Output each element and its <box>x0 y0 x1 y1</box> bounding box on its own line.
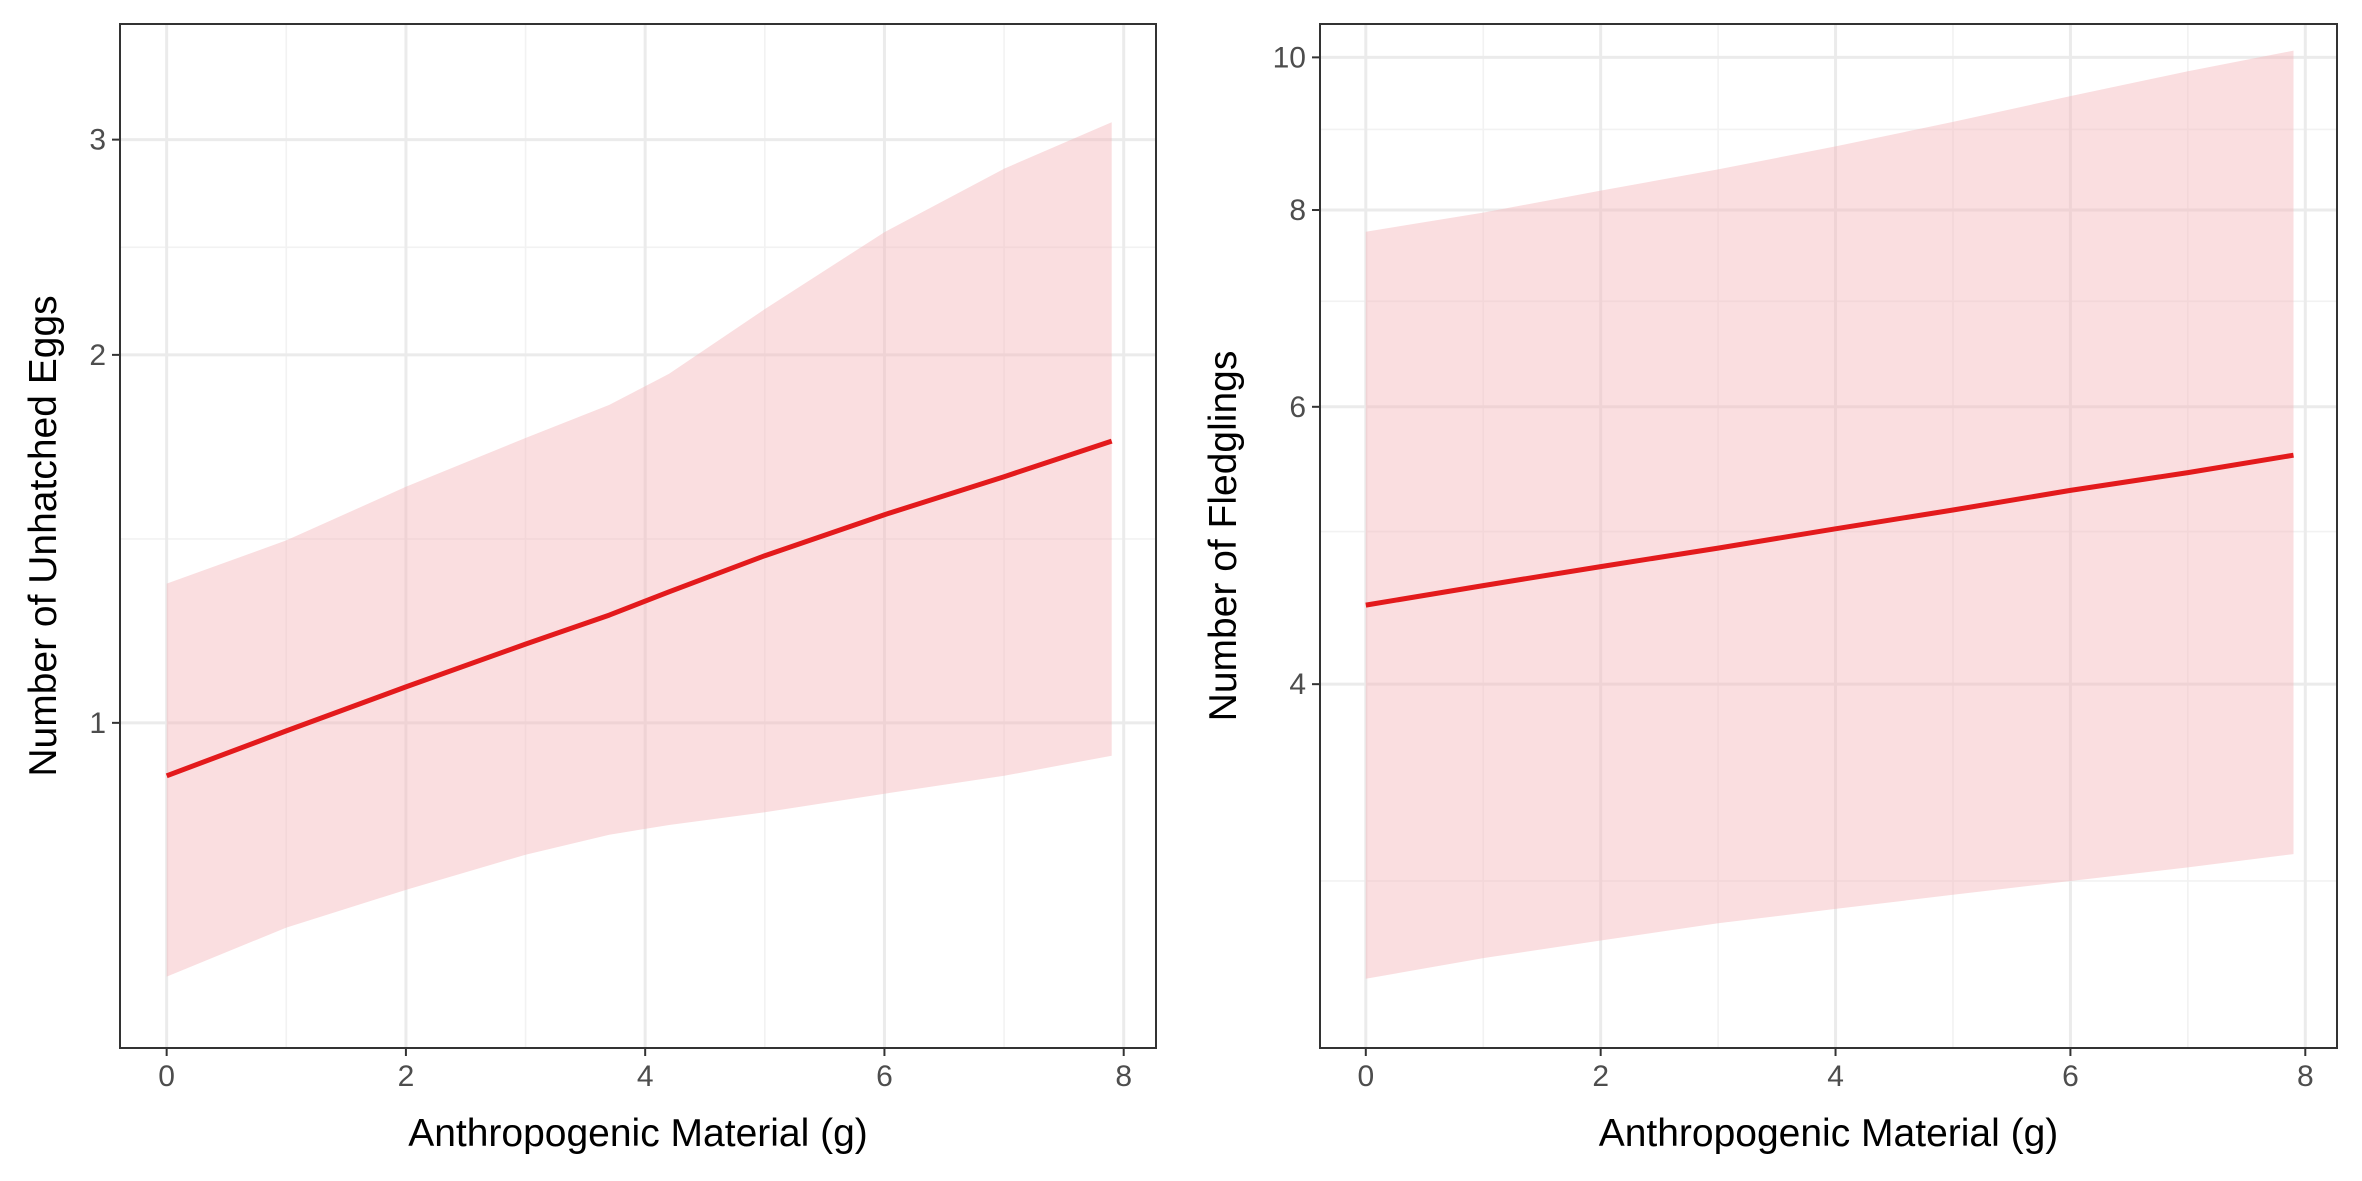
panel-border <box>1319 23 2338 1049</box>
x-tick-label: 0 <box>158 1060 175 1093</box>
y-tick-label: 10 <box>1273 41 1306 74</box>
fit-line <box>1365 452 2294 608</box>
x-tick-label: 0 <box>1357 1060 1374 1093</box>
confidence-ribbon <box>1365 50 2294 979</box>
y-tick-label: 3 <box>89 124 106 157</box>
y-tick-label: 6 <box>1289 391 1306 424</box>
y-tick-label: 8 <box>1289 194 1306 227</box>
plot-background <box>120 24 1156 1048</box>
panel-fledglings: 0 2 4 6 8 4 6 8 10 Anthropogenic Material (g) Numb… <box>1202 23 2338 1155</box>
x-tick-label: 8 <box>1115 1060 1132 1093</box>
x-tick-label: 6 <box>876 1060 893 1093</box>
plot-background <box>1320 24 2337 1048</box>
x-tick-label: 8 <box>2297 1060 2314 1093</box>
y-tick-label: 2 <box>89 339 106 372</box>
x-tick-label: 2 <box>1592 1060 1609 1093</box>
x-tick-label: 4 <box>637 1060 654 1093</box>
panel-unhatched-eggs: 0 2 4 6 8 1 2 3 Anthropogenic Material (g) Number… <box>22 23 1157 1155</box>
y-tick-label: 4 <box>1289 668 1306 701</box>
x-axis-title: Anthropogenic Material (g) <box>408 1112 868 1155</box>
y-tick-label: 1 <box>89 707 106 740</box>
x-axis-title: Anthropogenic Material (g) <box>1599 1112 2059 1155</box>
fit-line <box>165 438 1113 779</box>
x-tick-label: 2 <box>398 1060 415 1093</box>
x-tick-label: 4 <box>1827 1060 1844 1093</box>
panel-border <box>119 23 1157 1049</box>
confidence-ribbon <box>166 122 1112 977</box>
y-axis-title: Number of Fledglings <box>1202 351 1245 722</box>
y-axis-title: Number of Unhatched Eggs <box>22 295 65 776</box>
x-tick-label: 6 <box>2062 1060 2079 1093</box>
